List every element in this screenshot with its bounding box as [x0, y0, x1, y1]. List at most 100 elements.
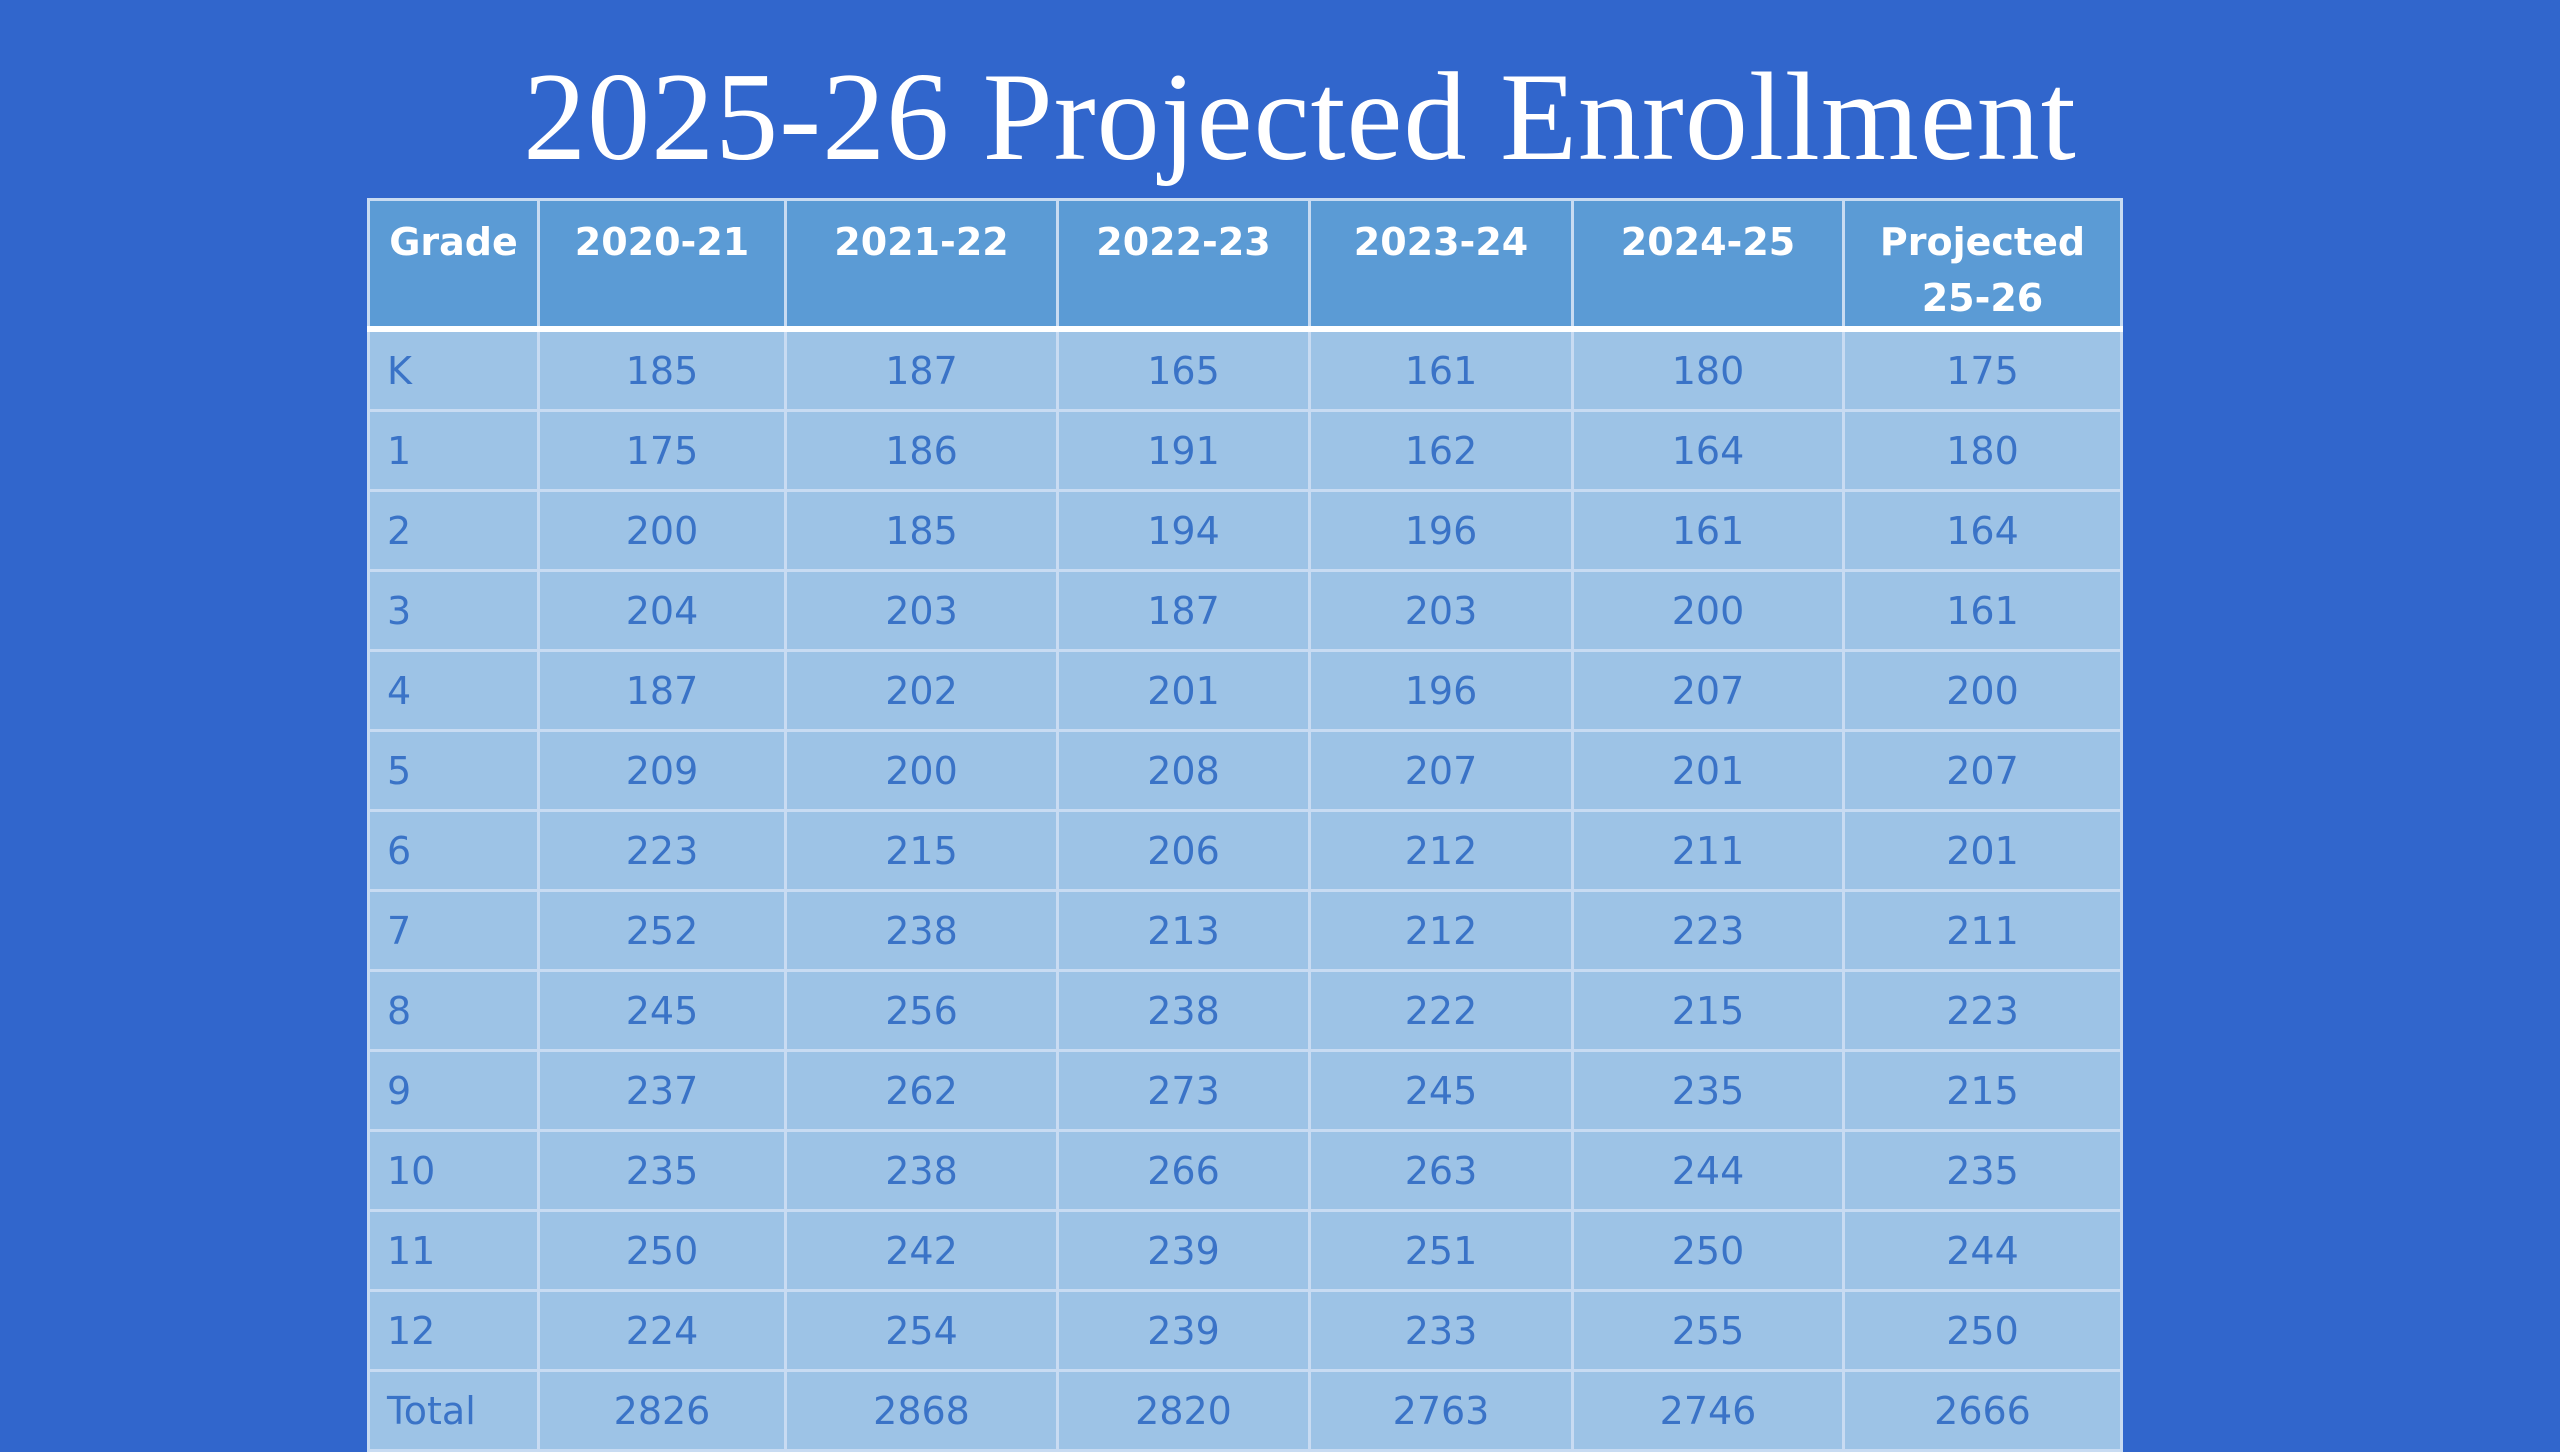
enrollment-cell: 203	[784, 569, 1059, 652]
enrollment-cell: 263	[1308, 1129, 1574, 1212]
grade-cell: 8	[367, 969, 540, 1052]
enrollment-cell: 239	[1056, 1289, 1311, 1372]
enrollment-cell: 212	[1308, 889, 1574, 972]
enrollment-cell: 185	[784, 489, 1059, 572]
header-2022-23: 2022-23	[1056, 198, 1311, 331]
enrollment-cell: 202	[784, 649, 1059, 732]
enrollment-cell: 201	[1571, 729, 1845, 812]
grade-cell: K	[367, 327, 540, 412]
enrollment-cell: 237	[537, 1049, 787, 1132]
header-projected-25-26: Projected 25-26	[1842, 198, 2123, 331]
enrollment-cell: 256	[784, 969, 1059, 1052]
grade-cell: Total	[367, 1369, 540, 1452]
table-row: 12 224 254 239 233 255 250	[367, 1289, 2123, 1372]
enrollment-cell: 224	[537, 1289, 787, 1372]
enrollment-cell: 250	[1842, 1289, 2123, 1372]
header-line1: 2023-24	[1353, 220, 1529, 264]
grade-cell: 1	[367, 409, 540, 492]
enrollment-cell: 2820	[1056, 1369, 1311, 1452]
enrollment-cell: 211	[1571, 809, 1845, 892]
enrollment-cell: 233	[1308, 1289, 1574, 1372]
enrollment-cell: 273	[1056, 1049, 1311, 1132]
enrollment-cell: 238	[1056, 969, 1311, 1052]
table-row: 1 175 186 191 162 164 180	[367, 409, 2123, 492]
enrollment-cell: 209	[537, 729, 787, 812]
grade-cell: 10	[367, 1129, 540, 1212]
enrollment-cell: 196	[1308, 489, 1574, 572]
enrollment-cell: 223	[1842, 969, 2123, 1052]
table-body: K 185 187 165 161 180 175 1 175 186 191 162 164 180 2 2…	[367, 327, 2123, 1452]
enrollment-cell: 222	[1308, 969, 1574, 1052]
enrollment-cell: 164	[1842, 489, 2123, 572]
grade-cell: 6	[367, 809, 540, 892]
enrollment-cell: 239	[1056, 1209, 1311, 1292]
enrollment-cell: 200	[537, 489, 787, 572]
table-row: 6 223 215 206 212 211 201	[367, 809, 2123, 892]
enrollment-cell: 250	[537, 1209, 787, 1292]
enrollment-cell: 187	[537, 649, 787, 732]
enrollment-cell: 266	[1056, 1129, 1311, 1212]
enrollment-cell: 262	[784, 1049, 1059, 1132]
header-grade: Grade	[367, 198, 540, 331]
enrollment-cell: 180	[1571, 327, 1845, 412]
header-2024-25: 2024-25	[1571, 198, 1845, 331]
grade-cell: 11	[367, 1209, 540, 1292]
grade-cell: 2	[367, 489, 540, 572]
enrollment-cell: 207	[1308, 729, 1574, 812]
header-line1: 2024-25	[1620, 220, 1796, 264]
enrollment-cell: 242	[784, 1209, 1059, 1292]
enrollment-cell: 244	[1571, 1129, 1845, 1212]
table-row: 3 204 203 187 203 200 161	[367, 569, 2123, 652]
enrollment-cell: 215	[1571, 969, 1845, 1052]
table-row: 11 250 242 239 251 250 244	[367, 1209, 2123, 1292]
enrollment-cell: 200	[1842, 649, 2123, 732]
table-row: 2 200 185 194 196 161 164	[367, 489, 2123, 572]
enrollment-cell: 164	[1571, 409, 1845, 492]
header-row: Grade 2020-21 2021-22 2022-23 2023-24	[367, 198, 2123, 331]
enrollment-cell: 186	[784, 409, 1059, 492]
enrollment-cell: 207	[1842, 729, 2123, 812]
enrollment-cell: 235	[1571, 1049, 1845, 1132]
enrollment-cell: 161	[1308, 327, 1574, 412]
table-row: K 185 187 165 161 180 175	[367, 327, 2123, 412]
enrollment-cell: 208	[1056, 729, 1311, 812]
enrollment-cell: 161	[1842, 569, 2123, 652]
enrollment-cell: 201	[1842, 809, 2123, 892]
enrollment-cell: 162	[1308, 409, 1574, 492]
enrollment-cell: 252	[537, 889, 787, 972]
header-line1: Projected	[1879, 220, 2086, 264]
slide-title: 2025-26 Projected Enrollment	[523, 48, 2077, 187]
enrollment-cell: 254	[784, 1289, 1059, 1372]
table-row: 9 237 262 273 245 235 215	[367, 1049, 2123, 1132]
header-2020-21: 2020-21	[537, 198, 787, 331]
header-line1: Grade	[389, 220, 518, 264]
enrollment-cell: 196	[1308, 649, 1574, 732]
header-line1: 2020-21	[574, 220, 750, 264]
enrollment-cell: 161	[1571, 489, 1845, 572]
enrollment-cell: 204	[537, 569, 787, 652]
enrollment-cell: 223	[537, 809, 787, 892]
enrollment-cell: 2666	[1842, 1369, 2123, 1452]
enrollment-cell: 235	[537, 1129, 787, 1212]
enrollment-cell: 207	[1571, 649, 1845, 732]
enrollment-cell: 200	[1571, 569, 1845, 652]
enrollment-cell: 203	[1308, 569, 1574, 652]
enrollment-cell: 244	[1842, 1209, 2123, 1292]
header-2021-22: 2021-22	[784, 198, 1059, 331]
enrollment-table: Grade 2020-21 2021-22 2022-23 2023-24	[367, 198, 2123, 1452]
enrollment-cell: 215	[784, 809, 1059, 892]
enrollment-cell: 215	[1842, 1049, 2123, 1132]
header-line1: 2021-22	[834, 220, 1009, 264]
total-row: Total 2826 2868 2820 2763 2746 2666	[367, 1369, 2123, 1452]
enrollment-cell: 206	[1056, 809, 1311, 892]
enrollment-cell: 251	[1308, 1209, 1574, 1292]
enrollment-table-container: Grade 2020-21 2021-22 2022-23 2023-24	[367, 198, 2123, 1452]
enrollment-cell: 187	[784, 327, 1059, 412]
table-row: 5 209 200 208 207 201 207	[367, 729, 2123, 812]
enrollment-cell: 213	[1056, 889, 1311, 972]
table-row: 8 245 256 238 222 215 223	[367, 969, 2123, 1052]
table-row: 4 187 202 201 196 207 200	[367, 649, 2123, 732]
enrollment-cell: 212	[1308, 809, 1574, 892]
grade-cell: 3	[367, 569, 540, 652]
enrollment-cell: 2826	[537, 1369, 787, 1452]
